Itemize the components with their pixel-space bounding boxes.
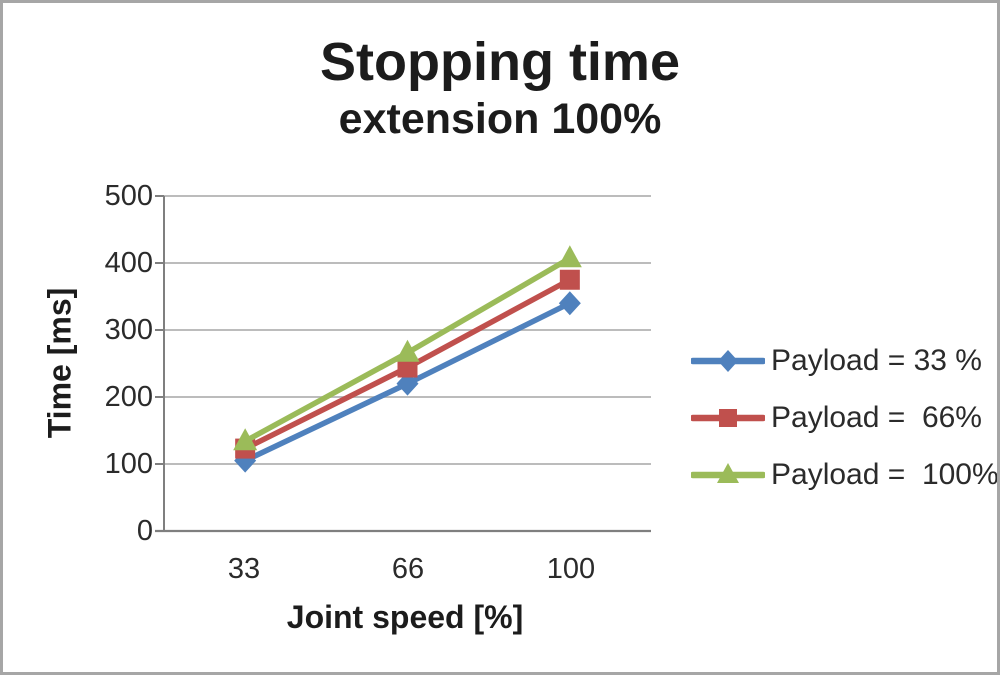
y-tick-label-100: 100 <box>104 448 153 480</box>
legend-swatch-svg <box>689 350 767 372</box>
chart-title: Stopping time extension 100% <box>3 31 997 145</box>
legend-diamond-marker-icon <box>689 348 767 374</box>
legend-marker-square <box>719 409 737 427</box>
y-tick-label-0: 0 <box>136 515 153 547</box>
data-marker-diamond <box>396 371 419 396</box>
y-axis-title: Time [ms] <box>41 287 78 439</box>
legend-label: Payload = 33 % <box>771 344 982 377</box>
chart-title-line2: extension 100% <box>338 95 662 143</box>
data-marker-triangle <box>233 428 258 451</box>
chart-title-line1: Stopping time <box>320 32 680 92</box>
legend-label: Payload = 66% <box>771 401 982 434</box>
data-marker-square <box>397 357 418 378</box>
x-tick-label-100: 100 <box>546 553 596 585</box>
data-marker-diamond <box>558 291 581 316</box>
data-marker-square <box>559 269 580 290</box>
legend-triangle-marker-icon <box>689 462 767 488</box>
legend-item-payload-100: Payload = 100% <box>689 458 999 491</box>
legend-marker-diamond <box>718 350 738 372</box>
y-tick-label-400: 400 <box>104 247 153 279</box>
legend-square-marker-icon <box>689 405 767 431</box>
legend-item-payload-66: Payload = 66% <box>689 401 982 434</box>
legend-label: Payload = 100% <box>771 458 999 491</box>
legend-marker-triangle <box>717 463 739 483</box>
y-tick-label-200: 200 <box>104 381 153 413</box>
legend-swatch-svg <box>689 409 767 427</box>
legend-swatch-svg <box>689 463 767 483</box>
data-marker-triangle <box>395 339 420 362</box>
x-tick-label-33: 33 <box>227 553 261 585</box>
plot-svg <box>155 195 651 533</box>
x-axis-title: Joint speed [%] <box>286 599 524 635</box>
legend-item-payload-33: Payload = 33 % <box>689 344 982 377</box>
y-tick-label-300: 300 <box>104 314 153 346</box>
data-marker-triangle <box>557 245 582 268</box>
y-tick-label-500: 500 <box>104 180 153 212</box>
x-tick-label-66: 66 <box>391 553 425 585</box>
